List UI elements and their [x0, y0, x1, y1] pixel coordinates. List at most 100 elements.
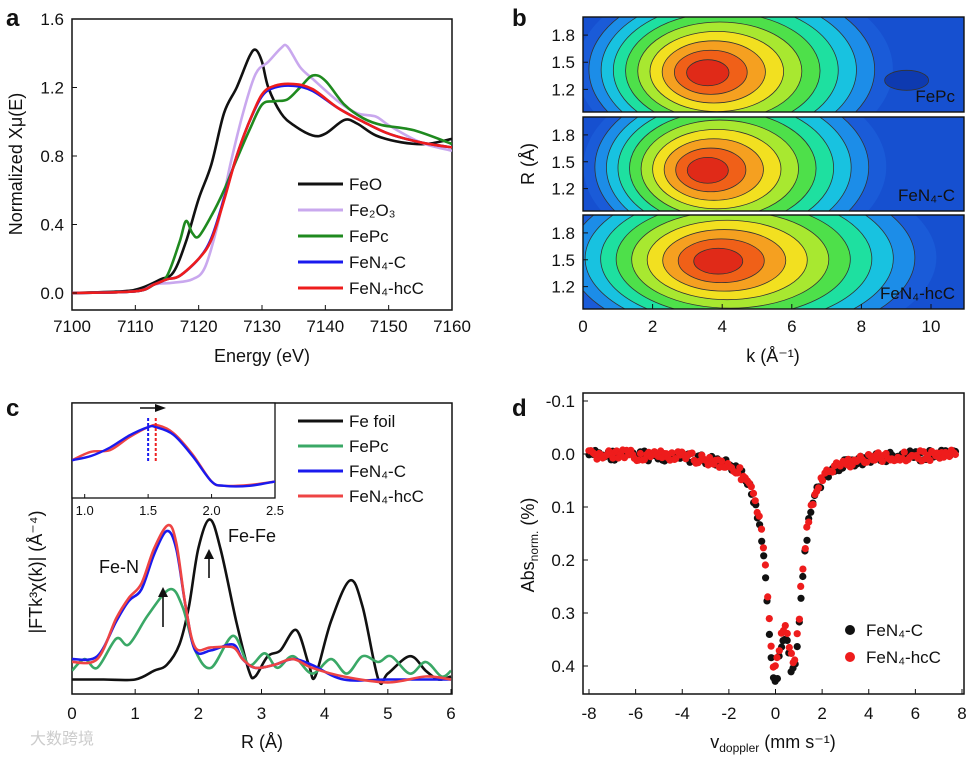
data-point [781, 622, 789, 630]
data-point [759, 544, 768, 552]
inset-series-line-1 [72, 424, 275, 488]
x-tick-label: 6 [446, 704, 455, 723]
y-tick-label: 0.3 [551, 604, 575, 623]
data-point [761, 561, 770, 569]
legend-label: FeN₄-hcC [349, 279, 424, 298]
arrow-up-icon [204, 549, 214, 578]
watermark: 大数跨境 [30, 729, 94, 748]
contour-line [600, 17, 857, 112]
x-tick-label: -6 [628, 704, 643, 723]
contour-line [652, 128, 782, 210]
data-point [775, 647, 783, 655]
x-tick-label: 2 [194, 704, 203, 723]
y-tick-label: 1.5 [551, 251, 575, 270]
x-tick-label: 1 [130, 704, 139, 723]
panel-b-wavelet-maps: FePc FeN₄-C FeN₄-hcC 1.2 1.5 1.8 1.2 1.5 1.8 1.2… [518, 16, 965, 366]
y-tick-label: 0.4 [40, 216, 64, 235]
x-tick-label: -4 [675, 704, 690, 723]
data-point [797, 594, 805, 602]
x-tick-label: 7120 [180, 317, 218, 336]
series-line-4 [72, 82, 452, 295]
series-line-3 [72, 523, 452, 684]
contour-line [594, 117, 870, 211]
data-point [787, 649, 796, 658]
data-point [795, 615, 804, 623]
x-tick-label: 2 [648, 317, 657, 336]
legend-marker [845, 652, 855, 662]
x-tick-label: 10 [922, 317, 941, 336]
x-tick-label: 6 [787, 317, 796, 336]
contour-line [884, 69, 930, 91]
data-point [783, 629, 791, 638]
legend-label: FeO [349, 175, 382, 194]
y-tick-label: 1.5 [551, 153, 575, 172]
y-tick-label: -0.1 [546, 392, 575, 411]
contour-line [673, 49, 748, 95]
x-tick-label: 2 [817, 704, 826, 723]
x-axis-label: Energy (eV) [214, 346, 310, 366]
x-tick-label: 7140 [306, 317, 344, 336]
x-tick-label: 8 [957, 704, 966, 723]
contour-line [686, 156, 729, 184]
y-tick-label: 1.8 [551, 224, 575, 243]
data-point [758, 537, 766, 545]
legend-label: FeN₄-C [349, 253, 406, 272]
legend-label: FePc [349, 227, 389, 246]
y-tick-label: 1.2 [551, 180, 575, 199]
x-tick-label: 0 [67, 704, 76, 723]
heatmap-level [686, 59, 730, 86]
legend-label: FePc [349, 437, 389, 456]
contour-line [662, 229, 787, 292]
y-axis-label: R (Å) [518, 143, 538, 185]
map-frame [582, 214, 965, 310]
map-frame [582, 16, 965, 113]
plot-frame [582, 392, 965, 695]
contour-line [584, 215, 894, 309]
data-point [805, 518, 813, 526]
legend-label: Fe foil [349, 412, 395, 431]
series-line-2 [72, 73, 452, 295]
contour-line [615, 215, 851, 309]
panel-label-b: b [512, 5, 527, 32]
contour-line [663, 138, 764, 201]
data-point [751, 497, 759, 505]
data-point [799, 572, 807, 581]
contour-line [588, 17, 876, 112]
contour-line [625, 17, 821, 112]
map-frame [582, 116, 965, 212]
data-point [791, 656, 799, 664]
data-point [785, 643, 793, 652]
y-tick-label: 1.6 [40, 10, 64, 29]
data-point [871, 456, 879, 464]
x-tick-label: -2 [721, 704, 736, 723]
contour-line [640, 119, 799, 211]
panel-d-mossbauer-chart: -8 -6 -4 -2 0 2 4 6 8 -0.1 0.0 0.1 0.2 0.3 0.4 vdopple… [518, 392, 967, 755]
data-point [900, 448, 908, 456]
x-axis-label: R (Å) [241, 732, 283, 752]
annotation-fe-n: Fe-N [99, 557, 139, 577]
data-point [762, 574, 770, 582]
contour-line [612, 17, 839, 112]
legend-label: FeN₄-C [866, 621, 923, 640]
data-point [801, 545, 809, 553]
legend-marker [845, 625, 855, 635]
wavelet-map-1 [583, 117, 964, 211]
data-point [755, 512, 763, 520]
data-point [818, 477, 827, 485]
panel-label-d: d [512, 395, 527, 422]
data-point [668, 449, 676, 457]
map-label: FePc [915, 87, 955, 106]
contour-line [629, 117, 817, 211]
y-axis-label: Absnorm. (%) [518, 498, 541, 593]
data-point [803, 536, 811, 544]
data-point [636, 449, 645, 458]
x-tick-label: 7100 [53, 317, 91, 336]
data-point [844, 455, 852, 463]
inset-x-tick-label: 2.0 [203, 503, 221, 518]
panel-label-c: c [6, 395, 19, 422]
map-label: FeN₄-hcC [880, 284, 955, 303]
x-tick-label: 4 [717, 317, 726, 336]
data-point [718, 457, 726, 465]
panel-a-xanes-chart: 7100 7110 7120 7130 7140 7150 7160 0.0 0.4 0.8 1.2… [6, 10, 471, 366]
panel-label-a: a [6, 5, 20, 32]
